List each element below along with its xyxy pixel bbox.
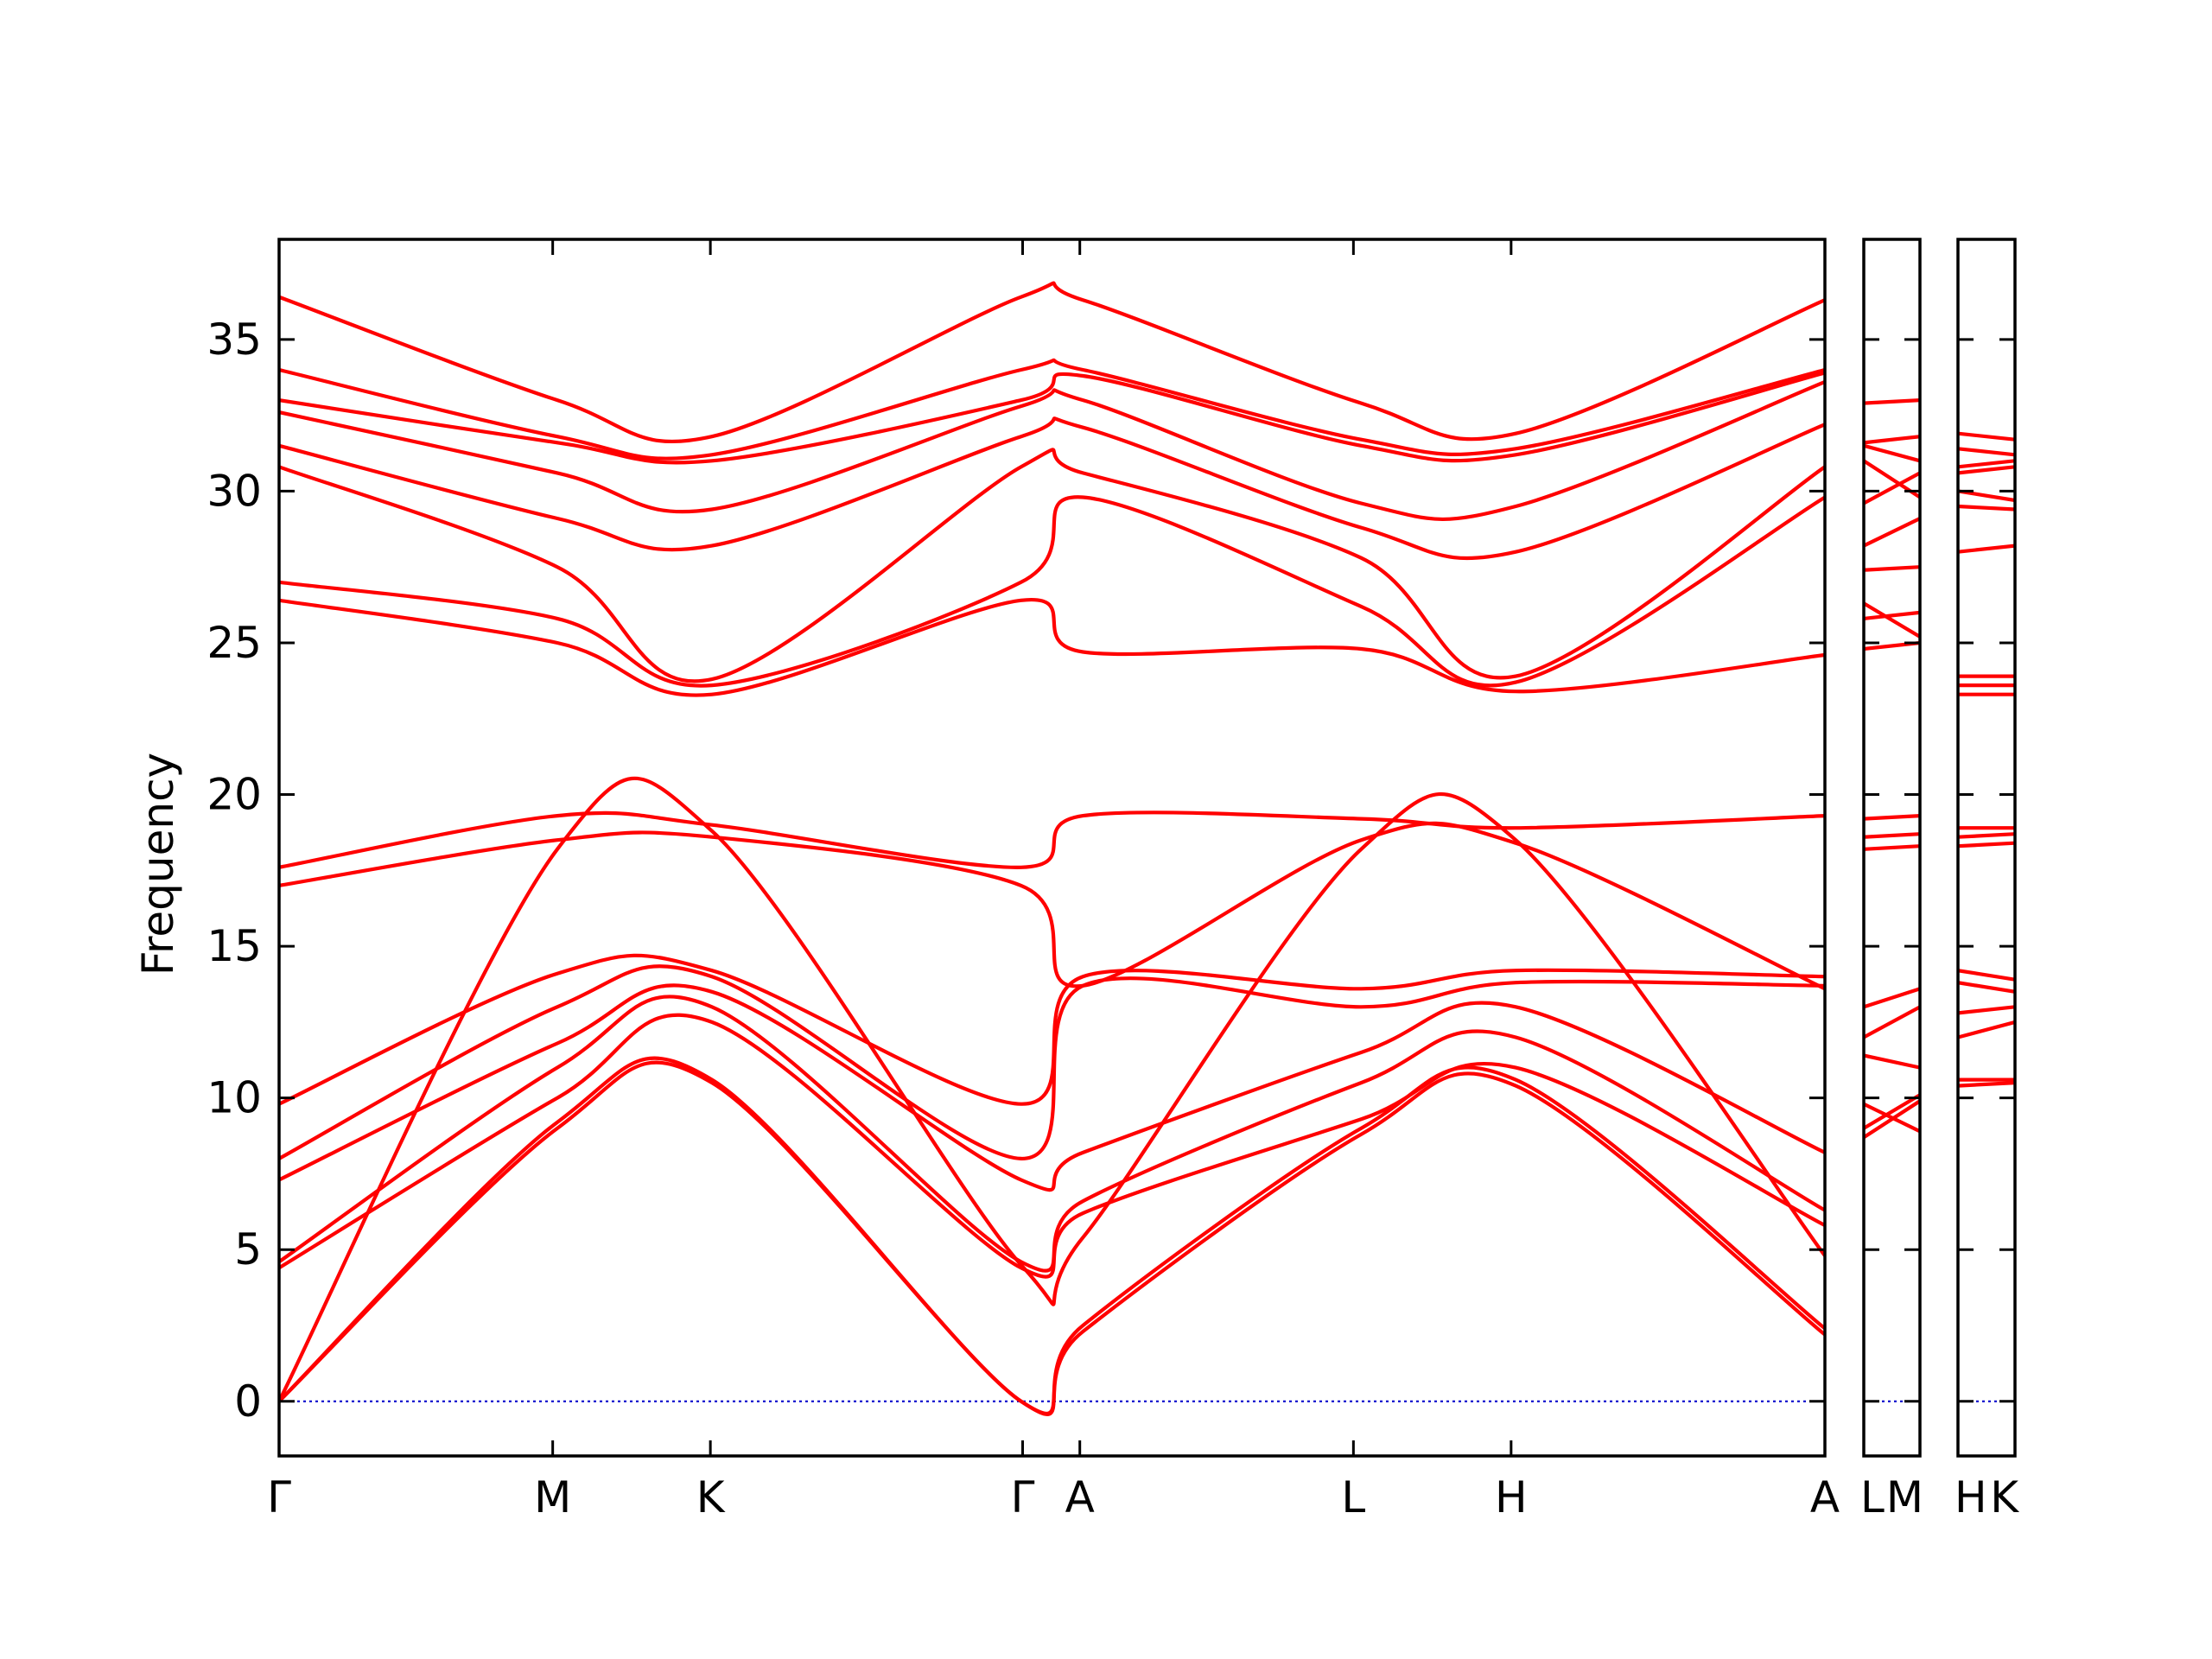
band-main-13 (279, 448, 1825, 683)
band-main-2 (279, 1056, 1825, 1415)
band-LM-14 (1864, 516, 1920, 548)
x-tick-label: K (1990, 1472, 2019, 1522)
band-LM-12 (1864, 601, 1920, 639)
x-tick-label: L (1341, 1472, 1365, 1522)
band-HK-5 (1958, 981, 2015, 994)
y-tick-label: 25 (207, 618, 262, 668)
band-main-8 (279, 953, 1825, 1106)
band-LM-15 (1864, 471, 1920, 505)
bands (1958, 431, 2015, 1088)
band-HK-4 (1958, 1005, 2015, 1015)
band-LM-2 (1864, 1093, 1920, 1130)
band-main-18 (279, 281, 1825, 444)
bands (279, 281, 1825, 1416)
band-main-6 (279, 983, 1825, 1192)
band-HK-1 (1958, 1081, 2015, 1088)
x-tick-label: A (1810, 1472, 1840, 1522)
panel-frame (277, 238, 1827, 1458)
band-main-7 (279, 964, 1825, 1161)
band-HK-18 (1958, 447, 2015, 457)
band-main-14 (279, 416, 1825, 561)
band-HK-17 (1958, 459, 2015, 469)
band-main-9 (279, 821, 1825, 991)
band-LM-6 (1864, 1005, 1920, 1039)
x-tick-label: L (1860, 1472, 1885, 1522)
band-LM-5 (1864, 987, 1920, 1009)
y-tick-label: 5 (234, 1224, 262, 1274)
y-tick-label: 15 (207, 921, 262, 971)
band-main-10 (279, 810, 1825, 869)
band-HK-14 (1958, 504, 2015, 512)
y-tick-label: 10 (207, 1073, 262, 1123)
band-LM-9 (1864, 814, 1920, 821)
band-HK-16 (1958, 465, 2015, 475)
band-main-17 (279, 358, 1825, 461)
bands (1864, 398, 1920, 1140)
band-LM-11 (1864, 610, 1920, 620)
band-LM-3 (1864, 1102, 1920, 1134)
band-main-5 (279, 995, 1825, 1273)
x-tick-label: K (696, 1472, 726, 1522)
y-tick-label: 20 (207, 770, 262, 820)
band-LM-7 (1864, 844, 1920, 851)
band-HK-15 (1958, 489, 2015, 503)
band-HK-3 (1958, 1020, 2015, 1039)
panel-frame (1956, 238, 2017, 1458)
band-main-3 (279, 776, 1825, 1403)
band-LM-17 (1864, 443, 1920, 463)
y-tick-label: 0 (234, 1376, 262, 1427)
y-tick-label: 30 (207, 466, 262, 516)
band-LM-19 (1864, 398, 1920, 405)
y-tick-label: 35 (207, 315, 262, 365)
band-main-16 (279, 371, 1825, 465)
band-LM-4 (1864, 1053, 1920, 1070)
band-LM-13 (1864, 565, 1920, 572)
band-HK-6 (1958, 969, 2015, 982)
x-tick-label: M (1886, 1472, 1923, 1522)
x-tick-label: A (1065, 1472, 1095, 1522)
band-main-4 (279, 1013, 1825, 1279)
band-LM-8 (1864, 832, 1920, 839)
band-HK-7 (1958, 841, 2015, 849)
band-main-15 (279, 379, 1825, 522)
band-HK-19 (1958, 431, 2015, 442)
x-tick-label: Γ (267, 1472, 291, 1522)
y-axis-label: Frequency (133, 753, 183, 976)
band-HK-8 (1958, 832, 2015, 839)
band-main-11 (279, 597, 1825, 697)
x-tick-label: M (534, 1472, 571, 1522)
x-tick-label: Γ (1011, 1472, 1035, 1522)
band-LM-18 (1864, 435, 1920, 445)
x-tick-label: H (1495, 1472, 1528, 1522)
panel-frame (1862, 238, 1922, 1458)
band-main-12 (279, 495, 1825, 688)
x-tick-label: H (1955, 1472, 1987, 1522)
band-HK-13 (1958, 543, 2015, 554)
